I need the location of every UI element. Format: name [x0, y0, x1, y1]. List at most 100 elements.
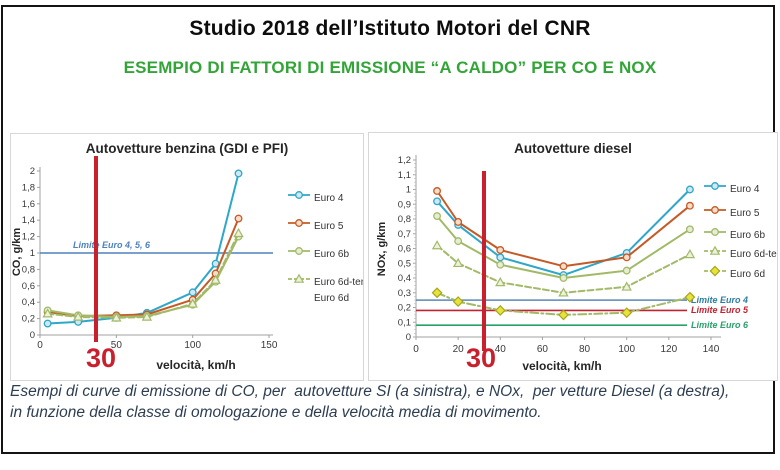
- highlight-vline-label: 30: [86, 343, 116, 373]
- chart-title: Autovetture benzina (GDI e PFI): [86, 141, 289, 156]
- y-tick-label: 0,8: [398, 214, 411, 225]
- x-tick-label: 0: [413, 344, 419, 355]
- marker-triangle: [210, 274, 221, 284]
- chart-diesel: 0 0,1 0,2 0,3 0,4 0,5 0,6 0,7 0,8 0,9 1 1,1 1,2 0 20 40…: [376, 141, 777, 373]
- marker-triangle: [42, 308, 53, 318]
- marker-triangle: [141, 311, 153, 321]
- marker-triangle: [187, 298, 198, 308]
- x-tick-label: 140: [703, 344, 720, 355]
- y-tick-label: 0,8: [22, 264, 35, 275]
- marker-triangle: [621, 281, 632, 291]
- marker-circle: [559, 262, 568, 271]
- marker-diamond: [431, 287, 443, 299]
- marker-circle: [711, 206, 719, 214]
- marker-circle: [454, 217, 463, 226]
- marker-circle: [433, 197, 442, 206]
- y-tick-label: 0,3: [398, 288, 411, 299]
- caption: Esempi di curve di emissione di CO, per …: [10, 381, 780, 423]
- marker-diamond: [621, 307, 633, 319]
- marker-circle: [559, 274, 568, 282]
- marker-circle: [433, 212, 442, 220]
- legend-label: Euro 4: [730, 184, 760, 195]
- y-tick-label: 1,6: [22, 199, 35, 210]
- marker-circle: [188, 288, 197, 297]
- x-tick-label: 50: [111, 340, 123, 351]
- marker-circle: [711, 182, 719, 190]
- marker-circle: [234, 214, 243, 223]
- limit-label: Limite Euro 4: [691, 295, 748, 305]
- legend-label: Euro 6b: [314, 249, 349, 260]
- series-line-2: [436, 215, 691, 279]
- marker-triangle: [684, 248, 696, 259]
- series-line-1: [436, 190, 691, 268]
- y-axis-label: NOx, g/km: [376, 222, 388, 277]
- legend-label: Euro 6d-temp,: [314, 277, 363, 288]
- y-tick-label: 0,1: [398, 317, 411, 328]
- x-tick-label: 80: [579, 344, 591, 355]
- marker-circle: [433, 187, 442, 195]
- limit-label: Limite Euro 6: [691, 320, 749, 330]
- y-tick-label: 0: [30, 330, 35, 341]
- x-tick-label: 0: [37, 340, 43, 351]
- legend-label: Euro 6d: [730, 269, 765, 280]
- marker-diamond: [494, 305, 506, 316]
- caption-line-1: Esempi di curve di emissione di CO, per …: [10, 383, 730, 400]
- marker-circle: [622, 253, 631, 262]
- marker-circle: [496, 260, 505, 269]
- marker-circle: [685, 201, 694, 210]
- y-tick-label: 0,2: [22, 314, 35, 325]
- y-tick-label: 0,2: [398, 303, 411, 314]
- marker-diamond: [558, 309, 569, 321]
- y-axis-label: CO, g/km: [11, 228, 23, 277]
- legend-label: Euro 4: [314, 193, 344, 204]
- x-axis-label: velocità, km/h: [522, 359, 601, 373]
- chart-diesel-panel: 0 0,1 0,2 0,3 0,4 0,5 0,6 0,7 0,8 0,9 1 1,1 1,2 0 20 40…: [368, 132, 778, 381]
- marker-circle: [295, 219, 303, 227]
- marker-triangle: [72, 311, 84, 321]
- page-title: Studio 2018 dell’Istituto Motori del CNR: [189, 17, 591, 40]
- chart-benzina-panel: 0 0,2 0,4 0,6 0,8 1 1,2 1,4 1,6 1,8 2 0 50 100 150 Auto…: [10, 133, 364, 381]
- y-tick-label: 1,1: [398, 170, 411, 181]
- marker-diamond: [452, 296, 464, 308]
- series-line-3: [436, 244, 691, 294]
- marker-circle: [711, 228, 719, 236]
- y-tick-label: 1,8: [22, 182, 35, 193]
- x-tick-label: 120: [660, 344, 677, 355]
- marker-circle: [622, 266, 631, 275]
- x-tick-label: 100: [184, 340, 201, 351]
- legend-label: Euro 5: [730, 208, 760, 219]
- y-tick-label: 1,4: [22, 215, 35, 226]
- marker-triangle: [431, 240, 443, 250]
- page-subtitle: ESEMPIO DI FATTORI DI EMISSIONE “A CALDO…: [123, 58, 657, 77]
- x-tick-label: 100: [618, 344, 635, 355]
- legend-label: Euro 6d-temp: [730, 249, 777, 260]
- marker-triangle: [709, 245, 721, 255]
- marker-triangle: [293, 273, 305, 283]
- marker-triangle: [558, 287, 569, 297]
- series-line-1: [46, 217, 240, 318]
- y-tick-label: 1: [406, 185, 411, 196]
- marker-triangle: [495, 277, 506, 287]
- limit-label: Limite Euro 5: [691, 305, 749, 315]
- y-tick-label: 0,6: [22, 281, 35, 292]
- legend-label: Euro 5: [314, 221, 344, 232]
- x-tick-label: 20: [453, 344, 465, 355]
- y-tick-label: 1,2: [22, 232, 35, 243]
- y-tick-label: 0: [406, 332, 411, 343]
- marker-circle: [295, 247, 303, 255]
- legend-label: Euro 6d: [314, 293, 349, 304]
- marker-triangle: [452, 257, 464, 268]
- x-tick-label: 60: [537, 344, 549, 355]
- x-tick-label: 150: [261, 340, 278, 351]
- marker-circle: [234, 169, 243, 178]
- y-tick-label: 0,5: [398, 258, 411, 269]
- x-tick-label: 40: [495, 344, 507, 355]
- y-tick-label: 2: [30, 166, 35, 177]
- marker-diamond: [684, 291, 696, 303]
- caption-line-2: in funzione della classe di omologazione…: [10, 404, 542, 421]
- marker-circle: [454, 237, 463, 246]
- y-tick-label: 0,4: [398, 273, 411, 284]
- marker-circle: [496, 253, 505, 262]
- marker-triangle: [111, 312, 122, 322]
